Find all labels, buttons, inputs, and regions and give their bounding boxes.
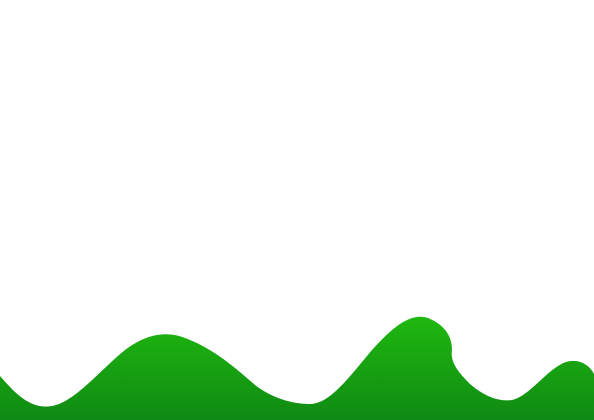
hills-shape bbox=[0, 316, 594, 420]
